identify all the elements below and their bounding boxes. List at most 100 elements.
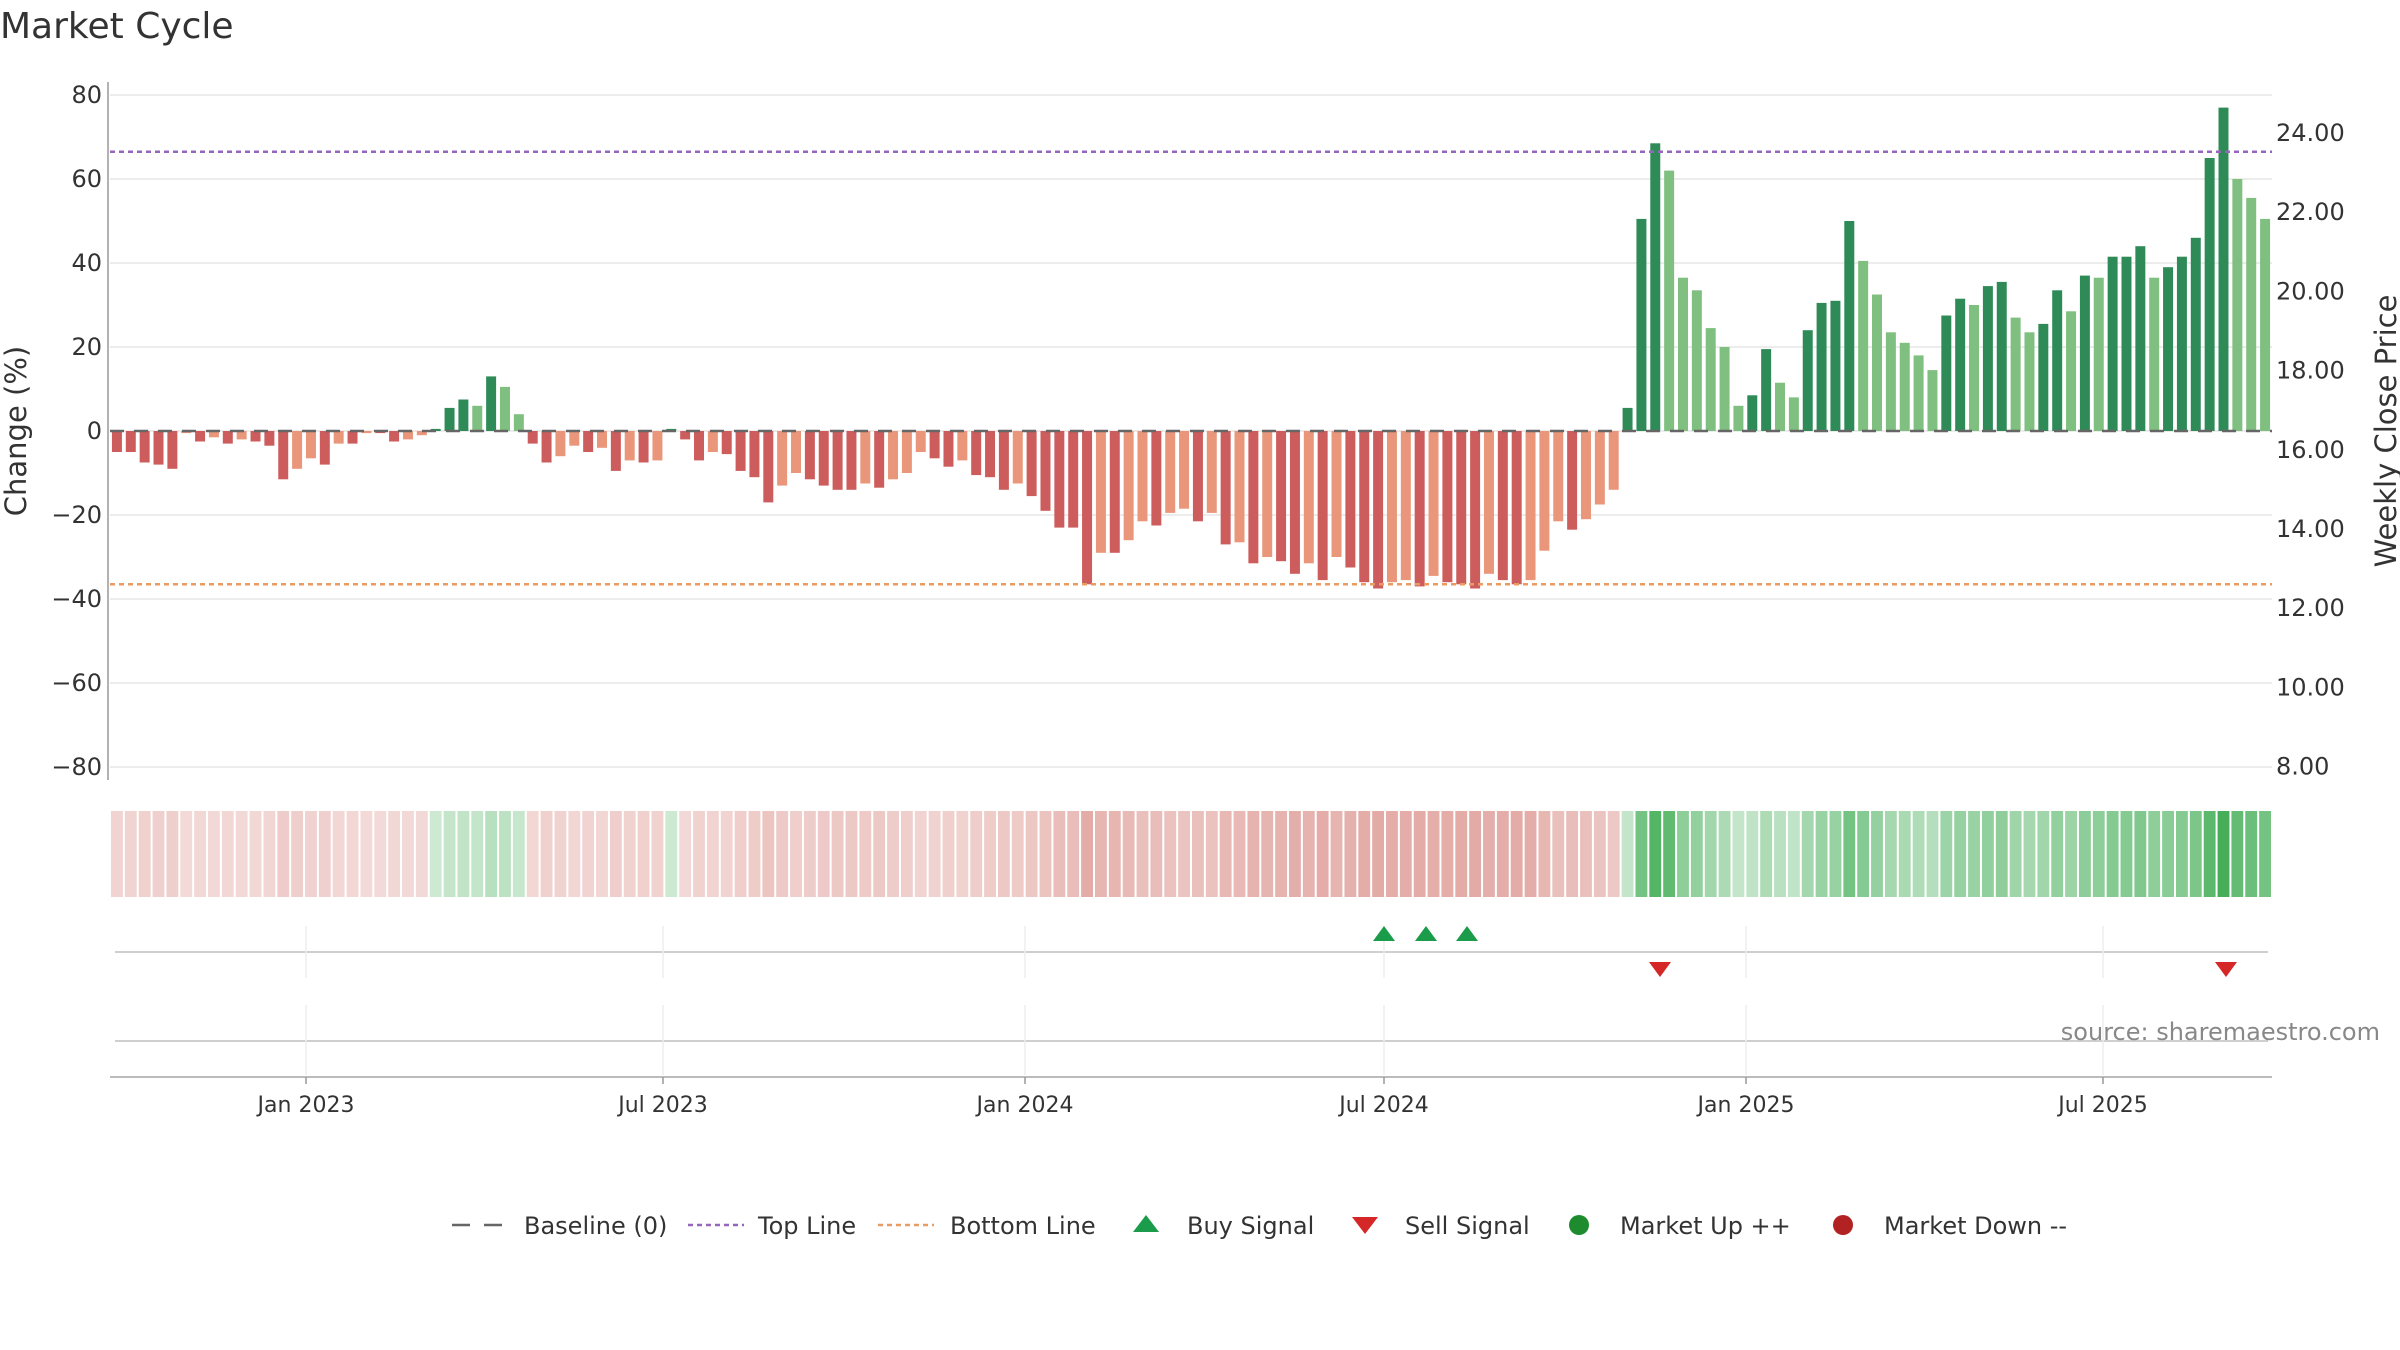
strip-cell: [208, 811, 220, 897]
bar: [1483, 431, 1494, 574]
strip-cell: [637, 811, 650, 897]
strip-cell: [124, 811, 137, 897]
bar: [1123, 431, 1134, 541]
strip-cell: [1164, 811, 1177, 897]
strip-cell: [970, 811, 983, 897]
bar: [499, 386, 510, 431]
strip-cell: [817, 811, 830, 897]
bar: [818, 431, 829, 486]
strip-cell: [166, 811, 179, 897]
strip-cell: [291, 811, 304, 897]
bar: [125, 431, 136, 452]
x-tick-label: Jul 2024: [1337, 1093, 1429, 1118]
strip-cell: [1580, 811, 1592, 897]
bar: [513, 414, 524, 431]
strip-cell: [762, 811, 775, 897]
bar: [236, 431, 247, 440]
bar: [929, 431, 940, 459]
bar: [333, 431, 344, 444]
bar: [1955, 298, 1966, 431]
strip-cell: [1192, 811, 1204, 897]
strip-cell: [1995, 811, 2008, 897]
sell-signal-marker: [1649, 962, 1671, 977]
bar: [2204, 158, 2215, 431]
bar: [167, 431, 178, 469]
strip-cell: [1094, 811, 1107, 897]
y2-tick-label: 10.00: [2276, 673, 2345, 701]
bar: [1220, 431, 1231, 545]
y2-axis-ticks: 24.00 22.00 20.00 18.00 16.00 14.00 12.00 10.00…: [2276, 119, 2345, 781]
strip-cell: [1704, 811, 1717, 897]
bar: [985, 431, 996, 478]
strip-cell: [1871, 811, 1883, 897]
source-credit: source: sharemaestro.com: [2061, 1018, 2380, 1046]
strip-cell: [2009, 811, 2022, 897]
bar: [2260, 218, 2271, 431]
bar: [1262, 431, 1273, 557]
strip-cell: [2189, 811, 2202, 897]
bar: [1456, 431, 1467, 585]
strip-cell: [1011, 811, 1024, 897]
x-tick-label: Jul 2025: [2056, 1093, 2148, 1118]
strip-cell: [1150, 811, 1163, 897]
bar: [1927, 370, 1938, 431]
bar: [915, 431, 926, 452]
bar: [1539, 431, 1550, 551]
strip-cell: [609, 811, 622, 897]
strip-cell: [1483, 811, 1495, 897]
y2-tick-label: 12.00: [2276, 594, 2345, 622]
strip-cell: [1857, 811, 1870, 897]
y-axis-title: Change (%): [0, 346, 33, 516]
strip-cell: [318, 811, 331, 897]
bar: [208, 431, 219, 438]
strip-cell: [1261, 811, 1274, 897]
y2-tick-label: 18.00: [2276, 357, 2345, 385]
strip-cell: [277, 811, 290, 897]
strip-cell: [776, 811, 789, 897]
bar: [998, 431, 1009, 490]
bar: [1137, 431, 1148, 522]
bar: [1470, 431, 1481, 589]
bar: [1969, 305, 1980, 431]
legend-buy-swatch: [1133, 1215, 1159, 1232]
bar: [1414, 431, 1425, 587]
bar: [1608, 431, 1619, 490]
strip-cell: [235, 811, 248, 897]
strip-cell: [1205, 811, 1218, 897]
bar: [1497, 431, 1508, 581]
legend-label: Baseline (0): [524, 1212, 667, 1240]
strip-cell: [1469, 811, 1482, 897]
strip-cell: [1316, 811, 1329, 897]
bar: [638, 431, 649, 463]
strip-cell: [1178, 811, 1190, 897]
strip-cell: [2203, 811, 2216, 897]
bar: [278, 431, 289, 480]
buy-signal-marker: [1456, 926, 1478, 941]
bar: [957, 431, 968, 461]
strip-cell: [1386, 811, 1398, 897]
bar: [1705, 328, 1716, 431]
bar: [1054, 431, 1065, 528]
bar: [888, 431, 899, 480]
x-tick-label: Jul 2023: [616, 1093, 708, 1118]
y-axis-ticks: 80 60 40 20 0 −20 −40 −60 −80: [51, 81, 102, 781]
legend-market-down-swatch: [1833, 1215, 1853, 1235]
bar: [1678, 277, 1688, 431]
bar: [1775, 382, 1785, 431]
strip-cell: [2259, 811, 2271, 897]
bar: [1317, 431, 1328, 581]
strip-cell: [1372, 811, 1385, 897]
bar: [319, 431, 330, 465]
strip-cell: [2023, 811, 2036, 897]
strip-cell: [1289, 811, 1301, 897]
y2-tick-label: 24.00: [2276, 119, 2345, 147]
bar: [458, 399, 469, 431]
bar: [1525, 431, 1536, 581]
strip-cell: [2120, 811, 2133, 897]
strip-cell: [1677, 811, 1689, 897]
bar: [1858, 260, 1869, 431]
strip-cell: [803, 811, 816, 897]
strip-cell: [429, 811, 442, 897]
bar: [1802, 330, 1813, 431]
